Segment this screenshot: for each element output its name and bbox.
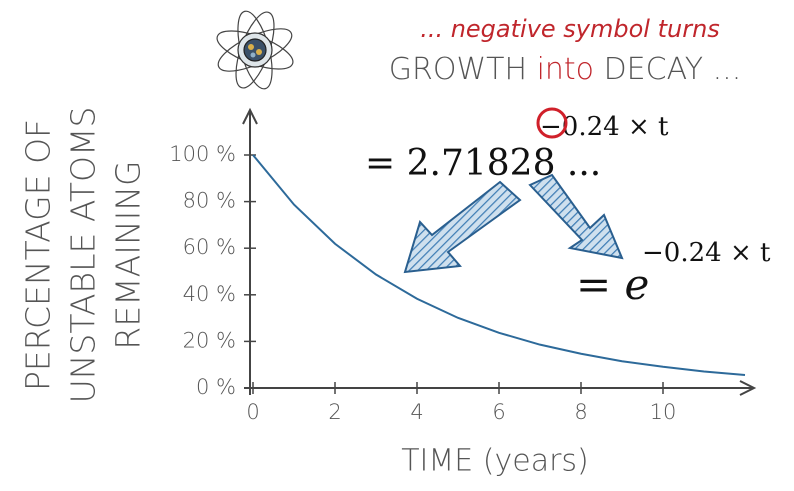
annotation-part: into: [537, 52, 594, 87]
annotation: = 2.71828 ...: [365, 143, 601, 184]
annotation: ... negative symbol turns: [420, 15, 720, 43]
atom-icon: [216, 10, 294, 90]
annotation: −0.24 × t: [540, 112, 669, 142]
y-tick-label: 80 %: [183, 189, 236, 213]
arrow: [403, 180, 522, 274]
x-tick-label: 0: [246, 400, 259, 424]
y-axis-label: UNSTABLE ATOMS: [64, 107, 103, 404]
x-axis-label: TIME (years): [401, 444, 589, 479]
annotation: GROWTH into DECAY ...: [389, 52, 742, 87]
arrow: [528, 173, 624, 260]
y-tick-label: 40 %: [183, 282, 236, 306]
y-tick-label: 20 %: [183, 328, 236, 352]
x-tick-label: 6: [492, 400, 505, 424]
annotation-part: DECAY ...: [604, 52, 742, 87]
x-tick-label: 2: [328, 400, 341, 424]
axis-arrow: [739, 380, 757, 396]
y-tick-label: 0 %: [196, 375, 236, 399]
x-tick-label: 4: [410, 400, 423, 424]
x-tick-label: 8: [574, 400, 587, 424]
x-tick-label: 10: [650, 400, 677, 424]
y-axis-label: PERCENTAGE OF: [19, 119, 58, 391]
highlight-circle: [536, 107, 568, 139]
annotation-part: GROWTH: [389, 52, 527, 87]
annotation: = e: [576, 260, 649, 309]
axis-arrow: [242, 107, 258, 125]
axis-labels: PERCENTAGE OF UNSTABLE ATOMS REMAINING T…: [19, 107, 589, 479]
annotation: −0.24 × t: [642, 238, 771, 268]
y-axis-label: REMAINING: [109, 160, 148, 349]
y-tick-label: 60 %: [183, 235, 236, 259]
y-tick-label: 100 %: [169, 142, 236, 166]
data-line: [252, 154, 746, 376]
